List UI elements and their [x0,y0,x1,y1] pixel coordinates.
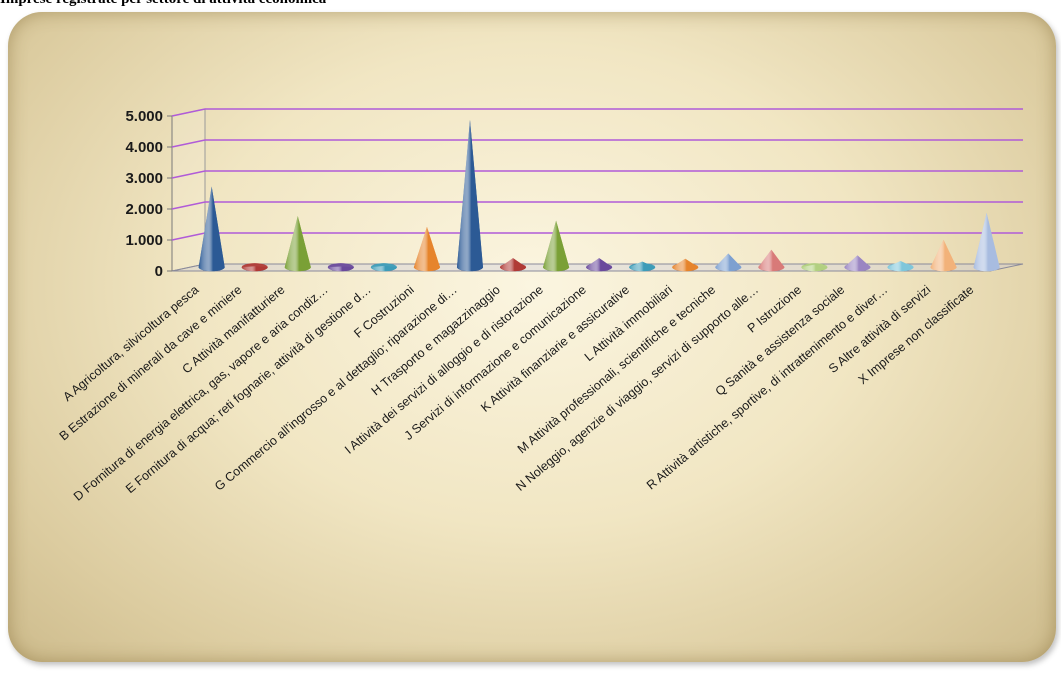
y-tick-label: 4.000 [125,139,163,156]
cone-highlight [930,239,957,272]
cone-bar [887,260,914,272]
cone-highlight [241,266,268,272]
cone-bar [930,239,957,272]
gridlines [171,108,1023,241]
cone-highlight [500,258,527,272]
cone-highlight [844,255,871,272]
cone-highlight [370,265,397,272]
cone-bar [629,261,656,272]
cone-highlight [715,253,742,272]
chart-panel [8,12,1056,662]
cone-bar [672,258,699,272]
cone-bar [198,186,225,272]
y-axis-ticks: 0 1.000 2.000 3.000 4.000 5.000 [125,108,172,280]
x-tick-label: I Attività dei servizi di alloggio e di … [342,283,546,457]
y-tick-label: 0 [155,263,163,280]
cone-bar [370,263,397,272]
cone-highlight [456,119,483,272]
cone-highlight [543,220,570,272]
cone-bar [715,253,742,272]
cone-bar [327,263,354,272]
cones [198,119,1000,272]
cone-bar [500,258,527,272]
gridline [171,201,1023,210]
cone-highlight [887,260,914,272]
cone-highlight [198,186,225,272]
side-wall [171,108,206,272]
y-tick-label: 5.000 [125,108,163,125]
cone-highlight [672,258,699,272]
cone-bar [844,255,871,272]
gridline [171,170,1023,179]
gridline [171,108,1023,117]
cone-highlight [413,226,440,272]
cone-bar [241,263,268,272]
cone-highlight [629,261,656,272]
cone-highlight [801,264,828,272]
cone-bar [284,216,311,272]
gridline [171,139,1023,148]
cone-highlight [284,216,311,272]
y-tick-label: 2.000 [125,201,163,218]
cone-bar [586,258,613,272]
cone-highlight [586,258,613,272]
cone-bar [456,119,483,272]
cone-bar [543,220,570,272]
figure-caption: Imprese registrate per settore di attivi… [0,0,1061,14]
y-tick-label: 3.000 [125,170,163,187]
x-tick-label: M Attività professionali, scientifiche e… [515,283,718,457]
cone-bar [758,249,785,272]
cone-bar [801,263,828,272]
cone-bar [413,226,440,272]
cone-highlight [973,212,1000,272]
cone-highlight [327,266,354,272]
y-tick-label: 1.000 [125,232,163,249]
cone-highlight [758,249,785,272]
cone-bar [973,212,1000,272]
